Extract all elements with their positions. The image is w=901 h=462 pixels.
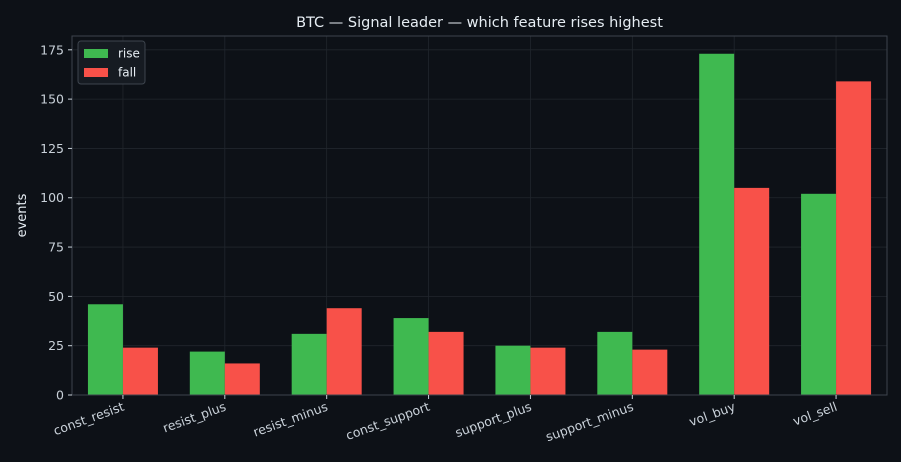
legend-swatch-rise: [84, 49, 108, 58]
chart-title: BTC — Signal leader — which feature rise…: [296, 15, 663, 31]
y-tick-label: 150: [40, 92, 64, 107]
bar-rise: [495, 345, 531, 395]
y-tick-label: 0: [56, 388, 64, 403]
legend-swatch-fall: [84, 68, 108, 77]
bar-rise: [189, 351, 225, 395]
y-axis: 0 25 50 75 100 125 150 175: [40, 42, 72, 403]
bar-fall: [530, 347, 566, 395]
y-axis-label: events: [15, 193, 30, 237]
bar-fall: [734, 187, 770, 395]
bar-rise: [393, 318, 429, 395]
y-tick-label: 175: [40, 42, 64, 57]
bar-fall: [122, 347, 158, 395]
bar-rise: [597, 331, 633, 395]
legend-label-rise: rise: [118, 47, 140, 61]
y-tick-label: 125: [40, 141, 64, 156]
bar-rise: [801, 193, 837, 395]
y-tick-label: 25: [48, 338, 64, 353]
plot-frame: [71, 35, 888, 396]
bar-fall: [326, 308, 362, 395]
bar-fall: [632, 349, 668, 395]
y-tick-label: 50: [48, 289, 64, 304]
bar-fall: [224, 363, 260, 395]
y-tick-label: 100: [40, 190, 64, 205]
legend: rise fall: [77, 40, 146, 85]
bar-fall: [428, 331, 464, 395]
bar-rise: [87, 304, 123, 395]
bar-rise: [699, 53, 735, 395]
bar-fall: [836, 81, 872, 395]
bar-rise: [291, 333, 327, 395]
bars: [87, 53, 872, 395]
y-tick-label: 75: [48, 240, 64, 255]
legend-label-fall: fall: [118, 66, 136, 80]
